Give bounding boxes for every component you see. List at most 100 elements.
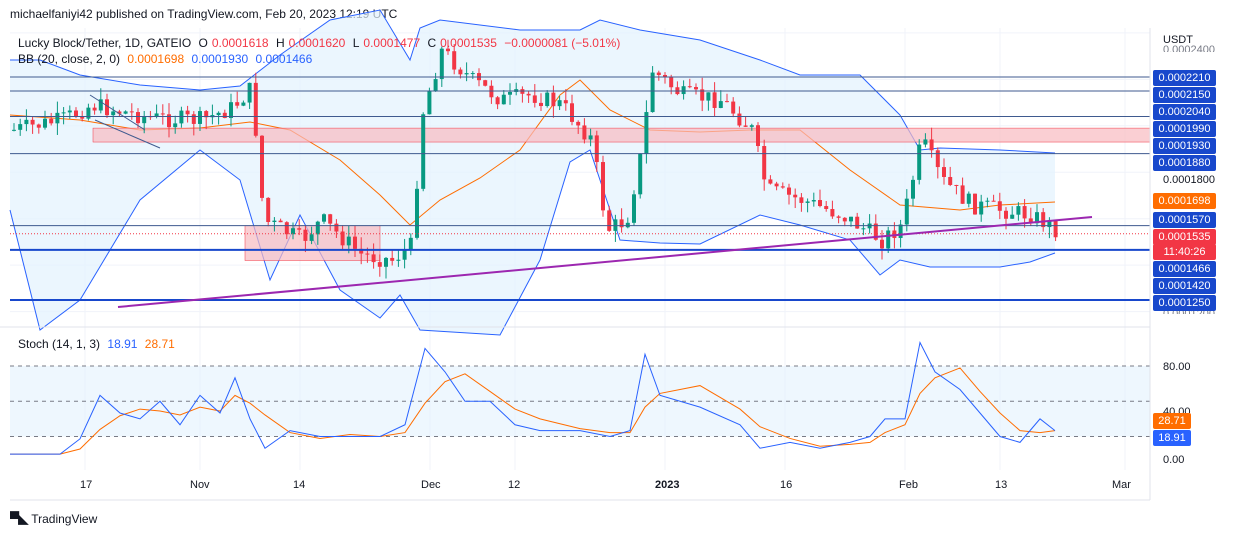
tradingview-logo[interactable]: ▀◣ TradingView	[10, 511, 97, 527]
candle-body	[607, 210, 612, 231]
price-tag-0001466: 0.0001466	[1153, 261, 1216, 277]
price-label-top-clipped: 0.0002400	[1163, 44, 1215, 52]
candle-body	[997, 201, 1002, 211]
high-value: 0.0001620	[288, 36, 346, 50]
drawn-lines	[10, 76, 1150, 308]
candle-body	[489, 85, 494, 98]
candle-body	[36, 124, 41, 128]
candle-body	[452, 51, 457, 70]
candle-body	[160, 113, 165, 115]
candle-body	[718, 101, 723, 108]
candle-body	[117, 111, 122, 114]
candle-body	[557, 100, 562, 107]
main-legend: Lucky Block/Tether, 1D, GATEIO O 0.000161…	[18, 36, 621, 50]
candle-body	[991, 200, 996, 202]
candle-body	[935, 150, 940, 168]
price-tag-0001250: 0.0001250	[1153, 295, 1216, 311]
candle-body	[167, 114, 171, 128]
stoch-legend: Stoch (14, 1, 3) 18.91 28.71	[18, 337, 179, 351]
resistance-zone	[92, 127, 1151, 143]
change-value: −0.0000081 (−5.01%)	[504, 36, 621, 50]
candle-body	[737, 113, 742, 126]
candle-body	[353, 236, 357, 249]
candle-body	[92, 107, 97, 111]
candle-body	[855, 216, 860, 229]
candle-body	[365, 253, 370, 255]
candle-body	[458, 69, 463, 75]
price-tag-0001420: 0.0001420	[1153, 278, 1216, 294]
candle-body	[985, 200, 990, 202]
last-price-tag: 0.0001535	[1153, 229, 1216, 245]
candle-body	[811, 200, 816, 202]
candle-body	[830, 209, 835, 217]
candle-body	[1004, 210, 1008, 219]
candle-body	[43, 118, 47, 128]
time-label-mar: Mar	[1112, 479, 1131, 491]
candle-body	[694, 87, 698, 90]
stoch-k-line	[10, 340, 1056, 455]
candle-body	[836, 216, 841, 218]
candle-body	[780, 186, 785, 188]
candle-body	[98, 99, 103, 111]
candle-body	[526, 93, 531, 96]
price-tag-0002040: 0.0002040	[1153, 104, 1216, 120]
candle-body	[74, 110, 78, 117]
channel-line	[89, 94, 146, 131]
candle-body	[396, 259, 401, 261]
bb-lower-line	[9, 149, 1056, 336]
candle-body	[892, 230, 897, 239]
candle-body	[520, 89, 525, 94]
symbol-label: Lucky Block/Tether, 1D, GATEIO	[18, 36, 192, 50]
price-label-1800: 0.0001800	[1163, 174, 1215, 186]
candle-body	[551, 92, 556, 107]
candle-body	[576, 121, 581, 126]
stoch-axis-80: 80.00	[1163, 361, 1191, 373]
candle-body	[929, 139, 934, 151]
candle-body	[12, 129, 16, 131]
candle-body	[402, 249, 407, 260]
candle-body	[669, 77, 674, 88]
candle-body	[756, 125, 760, 147]
candle-body	[638, 153, 643, 195]
candle-body	[415, 188, 419, 238]
candle-body	[421, 114, 426, 189]
candle-body	[80, 116, 85, 119]
candle-body	[650, 72, 655, 113]
candle-body	[204, 111, 209, 118]
price-tag-0001990: 0.0001990	[1153, 121, 1216, 137]
bb-legend: BB (20, close, 2, 0) 0.0001698 0.0001930…	[18, 52, 316, 66]
candle-body	[656, 72, 661, 75]
candle-body	[272, 220, 277, 223]
candle-body	[322, 214, 326, 222]
candle-body	[861, 228, 866, 230]
candle-body	[501, 94, 506, 105]
candle-body	[315, 221, 320, 235]
candle-body	[309, 234, 314, 241]
price-tag-0001570: 0.0001570	[1153, 212, 1216, 228]
stoch-axis-40: 40.00	[1163, 406, 1191, 413]
candle-body	[625, 222, 630, 228]
bb-label: BB (20, close, 2, 0)	[18, 52, 121, 66]
candle-body	[1022, 206, 1027, 219]
candle-body	[464, 73, 469, 75]
candle-body	[105, 99, 109, 116]
candle-body	[470, 73, 475, 75]
candle-body	[687, 86, 692, 88]
stoch-d-tag: 28.71	[1153, 413, 1191, 429]
candle-body	[1047, 220, 1052, 228]
candle-body	[49, 118, 54, 124]
open-value: 0.0001618	[211, 36, 269, 50]
candle-body	[179, 110, 184, 124]
candle-body	[111, 111, 116, 116]
support-zone	[244, 225, 381, 261]
candle-body	[539, 102, 543, 107]
candle-body	[241, 102, 246, 106]
trendline	[117, 216, 1093, 308]
time-label-dec: Dec	[421, 479, 441, 491]
candle-body	[886, 230, 891, 249]
candle-body	[508, 91, 512, 95]
candle-body	[216, 112, 221, 116]
candle-body	[235, 102, 240, 106]
time-label-nov: Nov	[190, 479, 210, 491]
